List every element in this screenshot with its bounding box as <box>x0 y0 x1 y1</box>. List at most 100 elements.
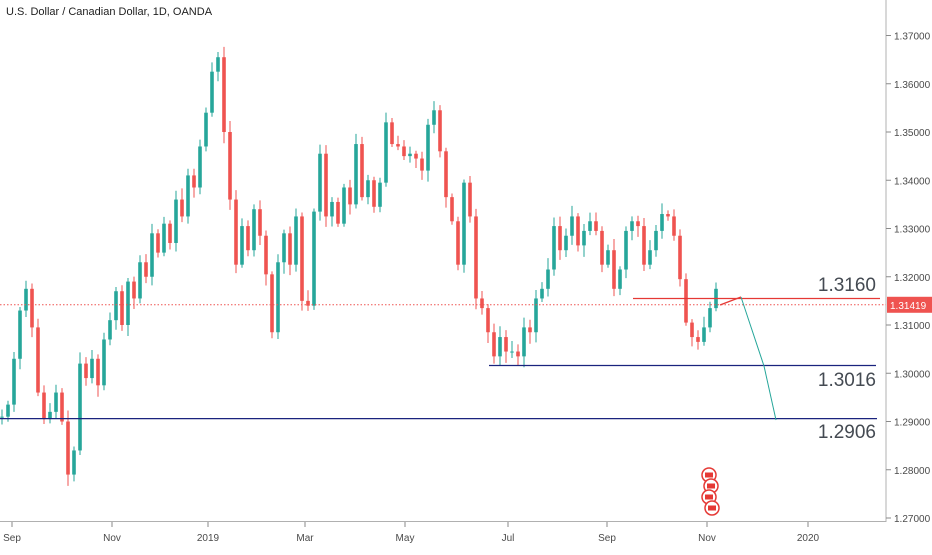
candle-body <box>306 300 310 306</box>
candle-body <box>498 337 502 357</box>
candle-body <box>696 337 700 342</box>
y-tick-label: 1.34000 <box>894 176 931 187</box>
candle-body <box>348 187 352 205</box>
candle-body <box>606 250 610 265</box>
candle-body <box>534 298 538 333</box>
candle-body <box>426 124 430 171</box>
x-tick-label: 2020 <box>797 533 820 544</box>
level-label-1.3016: 1.3016 <box>818 370 876 391</box>
x-tick-label: 2019 <box>197 533 220 544</box>
y-tick-label: 1.30000 <box>894 369 931 380</box>
candle-body <box>630 221 634 231</box>
candle-body <box>162 223 166 253</box>
candle-body <box>216 57 220 72</box>
x-tick-label: Mar <box>296 533 314 544</box>
candle-body <box>372 180 376 207</box>
event-flag-fill <box>707 483 715 489</box>
candle-body <box>156 233 160 253</box>
candle-body <box>60 392 64 422</box>
candle-body <box>546 269 550 289</box>
candle-body <box>366 180 370 198</box>
y-tick-label: 1.37000 <box>894 32 931 43</box>
candle-body <box>678 235 682 280</box>
candle-body <box>138 262 142 299</box>
y-tick-label: 1.27000 <box>894 514 931 525</box>
candle-body <box>450 197 454 222</box>
candle-body <box>258 209 262 236</box>
candle-body <box>252 209 256 251</box>
candle-body <box>312 211 316 306</box>
candle-body <box>66 421 70 475</box>
candle-body <box>624 230 628 270</box>
candle-body <box>654 230 658 251</box>
candle-body <box>648 250 652 265</box>
candle-body <box>228 132 232 200</box>
candle-body <box>636 221 640 227</box>
candle-body <box>90 358 94 379</box>
candle-body <box>456 221 460 265</box>
candle-body <box>564 235 568 251</box>
candle-body <box>558 226 562 251</box>
x-tick-label: Sep <box>3 533 21 544</box>
candle-body <box>414 153 418 159</box>
candle-body <box>354 144 358 205</box>
candle-body <box>480 298 484 309</box>
candle-body <box>360 144 364 198</box>
candle-body <box>576 216 580 246</box>
candle-body <box>570 216 574 236</box>
candle-body <box>168 223 172 243</box>
candle-body <box>276 262 280 333</box>
candle-body <box>12 358 16 405</box>
event-flag-fill <box>708 505 716 511</box>
candle-body <box>390 122 394 145</box>
candle-body <box>660 214 664 231</box>
x-tick-label: Nov <box>103 533 121 544</box>
candle-body <box>342 187 346 224</box>
last-price-label: 1.31419 <box>890 301 927 312</box>
level-label-1.2906: 1.2906 <box>818 422 876 443</box>
candle-body <box>690 322 694 338</box>
candle-body <box>324 153 328 217</box>
candle-body <box>396 144 400 147</box>
candle-body <box>192 175 196 188</box>
projection-up-leg <box>719 296 742 306</box>
candle-body <box>132 281 136 299</box>
y-tick-label: 1.32000 <box>894 273 931 284</box>
candle-body <box>468 182 472 217</box>
candle-body <box>270 274 274 333</box>
candle-body <box>54 392 58 412</box>
last-price-badge <box>887 296 932 313</box>
y-tick-label: 1.29000 <box>894 418 931 429</box>
candle-body <box>240 226 244 265</box>
candle-body <box>84 363 88 379</box>
candle-body <box>432 110 436 125</box>
candle-body <box>42 392 46 420</box>
chart-title: U.S. Dollar / Canadian Dollar, 1D, OANDA <box>6 6 213 18</box>
candle-body <box>672 216 676 236</box>
candle-body <box>108 320 112 340</box>
candle-body <box>210 71 214 113</box>
candle-body <box>708 308 712 328</box>
candle-body <box>600 230 604 265</box>
candle-body <box>144 262 148 277</box>
candle-body <box>24 288 28 311</box>
candle-body <box>264 235 268 275</box>
candle-body <box>18 310 22 359</box>
candle-body <box>120 291 124 325</box>
candle-body <box>378 182 382 207</box>
candle-body <box>666 214 670 217</box>
candle-body <box>0 416 4 418</box>
candle-body <box>594 221 598 231</box>
candle-body <box>48 411 52 420</box>
x-tick-label: May <box>396 533 415 544</box>
candle-body <box>282 233 286 263</box>
candle-body <box>684 279 688 323</box>
candle-body <box>150 233 154 277</box>
candle-body <box>522 327 526 357</box>
candle-body <box>72 450 76 475</box>
candle-body <box>462 182 466 265</box>
candle-body <box>300 216 304 301</box>
candle-body <box>78 363 82 451</box>
